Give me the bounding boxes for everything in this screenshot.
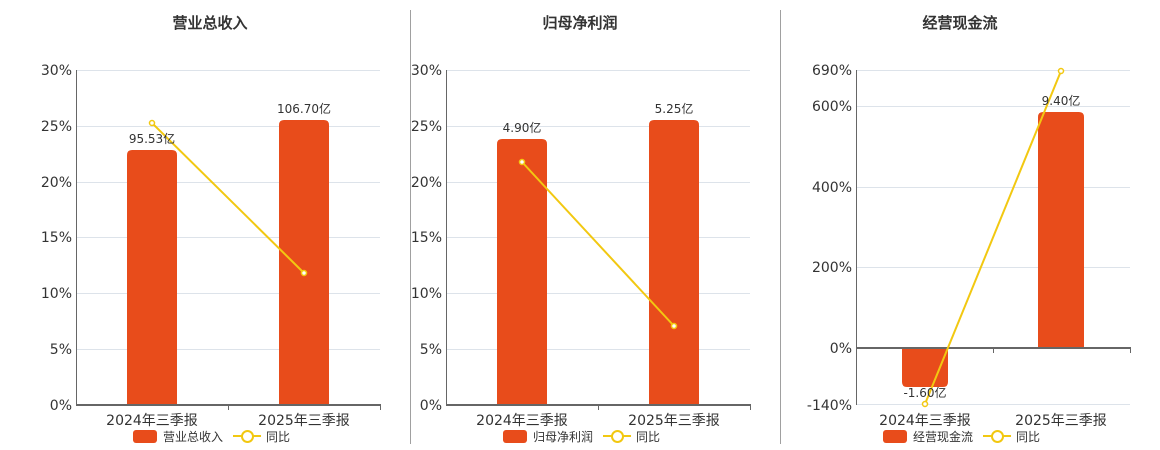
x-label: 2024年三季报	[879, 413, 971, 429]
svg-text:25%: 25%	[411, 119, 442, 135]
legend-bar-swatch[interactable]	[883, 429, 907, 443]
svg-text:20%: 20%	[41, 175, 72, 191]
legend-line-icon[interactable]	[983, 429, 1012, 443]
yoy-point	[518, 158, 526, 166]
svg-text:30%: 30%	[41, 63, 72, 79]
svg-text:0%: 0%	[420, 398, 442, 414]
chart-plot: 30% 25% 20% 15% 10% 5% 0% 95.53亿 106.70亿…	[41, 63, 381, 429]
yoy-line	[521, 161, 675, 327]
chart-plot: 30% 25% 20% 15% 10% 5% 0% 4.90亿 5.25亿 20…	[411, 63, 751, 429]
legend-line-label[interactable]: 同比	[266, 429, 291, 444]
bar-2025	[1038, 112, 1084, 348]
legend: 经营现金流 同比	[883, 428, 1040, 444]
bar-label: -1.60亿	[903, 385, 946, 400]
bar-2025	[279, 120, 329, 405]
legend-bar-swatch[interactable]	[133, 429, 157, 443]
legend-bar-label[interactable]: 经营现金流	[913, 429, 974, 444]
bar-2024	[497, 139, 547, 405]
svg-text:5%: 5%	[420, 342, 442, 358]
chart-title: 经营现金流	[922, 14, 998, 32]
bar-label: 106.70亿	[277, 101, 331, 116]
legend-line-label[interactable]: 同比	[636, 429, 661, 444]
svg-text:15%: 15%	[411, 230, 442, 246]
svg-text:400%: 400%	[812, 180, 852, 196]
bar-label: 9.40亿	[1042, 93, 1081, 108]
yoy-point	[670, 322, 678, 330]
x-label: 2024年三季报	[106, 413, 198, 429]
x-label: 2024年三季报	[476, 413, 568, 429]
legend-bar-label[interactable]: 营业总收入	[163, 429, 224, 444]
svg-text:0%: 0%	[50, 398, 72, 414]
legend-line-icon[interactable]	[233, 429, 262, 443]
svg-text:10%: 10%	[41, 286, 72, 302]
svg-text:-140%: -140%	[807, 398, 852, 414]
svg-text:30%: 30%	[411, 63, 442, 79]
legend-line-label[interactable]: 同比	[1016, 429, 1041, 444]
legend: 归母净利润 同比	[503, 428, 660, 444]
x-label: 2025年三季报	[628, 413, 720, 429]
svg-text:200%: 200%	[812, 260, 852, 276]
bar-label: 5.25亿	[655, 101, 694, 116]
bar-2024	[902, 348, 948, 387]
svg-text:25%: 25%	[41, 119, 72, 135]
panel-divider	[410, 10, 411, 444]
yoy-point	[148, 119, 156, 127]
x-label: 2025年三季报	[258, 413, 350, 429]
bar-2025	[649, 120, 699, 405]
legend-bar-swatch[interactable]	[503, 429, 527, 443]
svg-text:15%: 15%	[41, 230, 72, 246]
yoy-point	[300, 269, 308, 277]
svg-text:20%: 20%	[411, 175, 442, 191]
yoy-line	[151, 122, 305, 274]
bar-label: 95.53亿	[129, 131, 175, 146]
svg-text:600%: 600%	[812, 99, 852, 115]
bar-label: 4.90亿	[503, 120, 542, 135]
x-label: 2025年三季报	[1015, 413, 1107, 429]
chart-title: 归母净利润	[542, 14, 618, 32]
legend-bar-label[interactable]: 归母净利润	[533, 429, 594, 444]
yoy-line	[924, 70, 1062, 405]
yoy-point	[921, 400, 929, 408]
panel-divider	[780, 10, 781, 444]
svg-text:10%: 10%	[411, 286, 442, 302]
svg-text:690%: 690%	[812, 63, 852, 79]
legend-line-icon[interactable]	[603, 429, 632, 443]
svg-text:0%: 0%	[830, 341, 852, 357]
chart-panel-revenue: 营业总收入 30% 25% 20% 15% 10% 5%	[0, 0, 410, 450]
bar-2024	[127, 150, 177, 405]
legend: 营业总收入 同比	[133, 428, 290, 444]
chart-title: 营业总收入	[172, 14, 248, 32]
chart-panel-net-profit: 归母净利润 30% 25% 20% 15% 10% 5% 0% 4.90亿	[411, 14, 751, 444]
yoy-point	[1057, 67, 1065, 75]
svg-text:5%: 5%	[50, 342, 72, 358]
